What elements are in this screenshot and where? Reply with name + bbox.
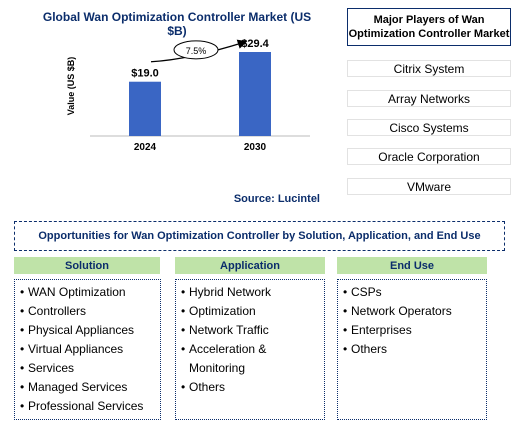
bar — [239, 52, 271, 136]
chart-source: Source: Lucintel — [233, 193, 320, 205]
end-use-heading: End Use — [337, 257, 487, 274]
chart-title: Global Wan Optimization Controller Marke… — [42, 10, 312, 38]
player-item: Citrix System — [347, 60, 511, 77]
player-item: Array Networks — [347, 90, 511, 107]
list-item: Others — [343, 340, 482, 359]
player-item: VMware — [347, 178, 511, 195]
list-item: Controllers — [20, 302, 156, 321]
end-use-list: CSPs Network Operators Enterprises Other… — [337, 279, 487, 420]
list-item: Hybrid Network — [181, 283, 320, 302]
bar-chart: Value (US $B) $19.0 2024 $29.4 2030 7.5% — [66, 38, 310, 153]
list-item: Network Traffic — [181, 321, 320, 340]
solution-list: WAN Optimization Controllers Physical Ap… — [14, 279, 161, 420]
list-item: Others — [181, 378, 320, 397]
list-item: Enterprises — [343, 321, 482, 340]
list-item: Professional Services — [20, 397, 156, 416]
list-item: Network Operators — [343, 302, 482, 321]
application-list: Hybrid Network Optimization Network Traf… — [175, 279, 325, 420]
opportunities-title: Opportunities for Wan Optimization Contr… — [14, 221, 505, 251]
application-heading: Application — [175, 257, 325, 274]
bar — [129, 81, 161, 136]
data-label: $19.0 — [131, 68, 159, 80]
players-title: Major Players of Wan Optimization Contro… — [347, 8, 511, 46]
data-label: $29.4 — [241, 38, 269, 50]
player-item: Cisco Systems — [347, 119, 511, 136]
list-item: WAN Optimization — [20, 283, 156, 302]
cagr-label: 7.5% — [186, 46, 207, 56]
y-axis-label: Value (US $B) — [66, 57, 76, 116]
list-item: Optimization — [181, 302, 320, 321]
player-item: Oracle Corporation — [347, 148, 511, 165]
x-tick-label: 2030 — [244, 142, 267, 153]
list-item: Services — [20, 359, 156, 378]
list-item: Managed Services — [20, 378, 156, 397]
x-tick-label: 2024 — [134, 142, 157, 153]
list-item: Acceleration & Monitoring — [181, 340, 320, 378]
cagr-bubble — [173, 40, 219, 60]
list-item: Physical Appliances — [20, 321, 156, 340]
list-item: Virtual Appliances — [20, 340, 156, 359]
solution-heading: Solution — [14, 257, 160, 274]
list-item: CSPs — [343, 283, 482, 302]
